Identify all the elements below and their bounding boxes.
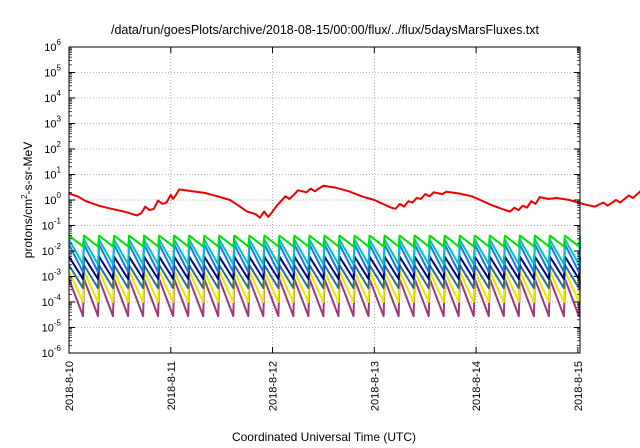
y-tick-label: 105 [44,64,61,80]
x-tick-label: 2018-8-13 [369,361,381,411]
x-tick-label: 2018-8-11 [166,361,178,410]
y-axis: 10-6 10-5 10-4 10-3 10-2 10-1 100 101 102 103 104 1… [42,38,580,360]
y-tick-label: 104 [44,89,61,105]
y-tick-label: 10-4 [42,293,62,309]
y-tick-label: 10-6 [42,344,62,360]
x-axis: 2018-8-10 2018-8-11 2018-8-12 2018-8-13 2018… [64,47,585,411]
y-tick-label: 101 [44,166,61,182]
y-tick-label: 106 [44,38,61,54]
chart-title: /data/run/goesPlots/archive/2018-08-15/0… [111,23,540,37]
y-tick-label: 100 [44,191,61,207]
y-tick-label: 10-5 [42,319,62,335]
y-axis-label: protons/cm2-s-sr-MeV [20,142,35,258]
y-tick-label: 10-3 [42,268,62,284]
x-tick-label: 2018-8-12 [268,361,280,411]
series-layer [68,184,640,318]
x-axis-label: Coordinated Universal Time (UTC) [232,430,416,444]
series-line [68,184,640,219]
y-tick-label: 103 [44,115,61,131]
x-tick-label: 2018-8-15 [573,361,585,411]
y-tick-label: 10-1 [42,217,62,233]
y-tick-label: 102 [44,140,61,156]
series-line [68,234,581,248]
x-tick-label: 2018-8-10 [64,361,76,411]
y-tick-label: 10-2 [42,242,62,258]
x-tick-label: 2018-8-14 [471,361,483,411]
